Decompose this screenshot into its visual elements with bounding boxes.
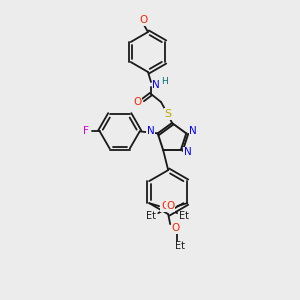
Text: O: O xyxy=(133,97,141,107)
Text: N: N xyxy=(189,126,197,136)
Text: Et: Et xyxy=(146,211,156,221)
Text: O: O xyxy=(140,15,148,25)
Text: S: S xyxy=(164,109,172,119)
Text: N: N xyxy=(152,80,160,90)
Text: O: O xyxy=(161,201,169,211)
Text: Et: Et xyxy=(179,211,189,221)
Text: O: O xyxy=(166,201,174,211)
Text: F: F xyxy=(83,126,89,136)
Text: O: O xyxy=(171,223,179,233)
Text: N: N xyxy=(147,126,154,136)
Text: N: N xyxy=(184,147,192,157)
Text: H: H xyxy=(160,77,167,86)
Text: Et: Et xyxy=(175,241,185,251)
